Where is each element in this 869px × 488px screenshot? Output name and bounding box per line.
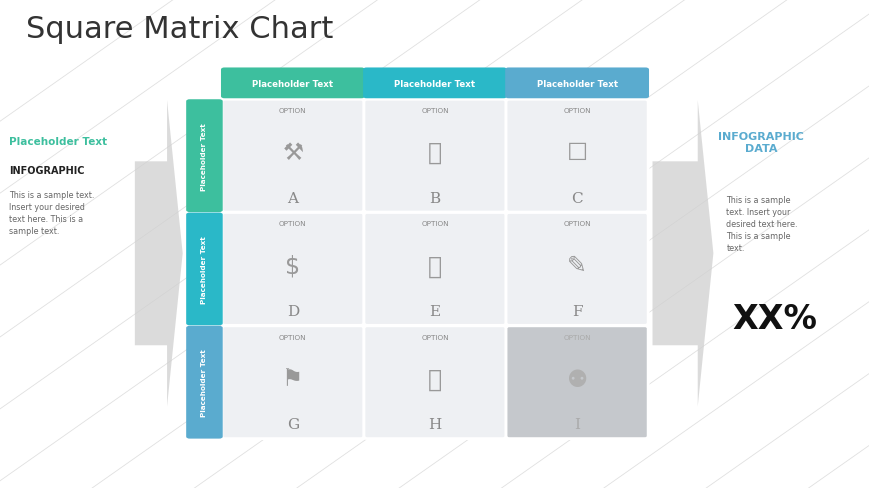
Text: D: D <box>287 305 299 318</box>
FancyBboxPatch shape <box>186 213 222 325</box>
Text: This is a sample text.
Insert your desired
text here. This is a
sample text.: This is a sample text. Insert your desir… <box>9 190 94 236</box>
Polygon shape <box>135 101 182 407</box>
Text: OPTION: OPTION <box>421 221 448 227</box>
Text: OPTION: OPTION <box>279 334 307 340</box>
FancyBboxPatch shape <box>222 213 363 325</box>
Text: OPTION: OPTION <box>562 221 590 227</box>
Text: This is a sample
text. Insert your
desired text here.
This is a sample
text.: This is a sample text. Insert your desir… <box>726 195 797 253</box>
Text: ⛹: ⛹ <box>428 141 441 164</box>
Text: ☐: ☐ <box>566 141 587 164</box>
FancyBboxPatch shape <box>505 68 648 99</box>
FancyBboxPatch shape <box>363 213 506 325</box>
Text: Placeholder Text: Placeholder Text <box>9 137 107 146</box>
FancyBboxPatch shape <box>506 326 647 439</box>
Text: G: G <box>287 417 299 431</box>
FancyBboxPatch shape <box>222 326 363 439</box>
Text: Placeholder Text: Placeholder Text <box>202 123 207 190</box>
Text: ⚉: ⚉ <box>566 367 587 391</box>
FancyBboxPatch shape <box>186 100 222 213</box>
Text: F: F <box>571 305 581 318</box>
FancyBboxPatch shape <box>506 100 647 213</box>
Text: OPTION: OPTION <box>421 334 448 340</box>
Text: ✎: ✎ <box>567 254 587 278</box>
Text: Placeholder Text: Placeholder Text <box>536 80 617 89</box>
Text: Placeholder Text: Placeholder Text <box>202 349 207 416</box>
Text: OPTION: OPTION <box>421 108 448 114</box>
Text: Placeholder Text: Placeholder Text <box>252 80 333 89</box>
FancyBboxPatch shape <box>362 68 507 99</box>
Text: C: C <box>571 191 582 205</box>
Text: $: $ <box>285 254 300 278</box>
Text: ⚑: ⚑ <box>282 367 303 391</box>
Text: Placeholder Text: Placeholder Text <box>394 80 475 89</box>
Text: INFOGRAPHIC: INFOGRAPHIC <box>9 166 84 176</box>
Text: XX%: XX% <box>731 303 816 335</box>
Text: E: E <box>429 305 440 318</box>
FancyBboxPatch shape <box>363 326 506 439</box>
FancyBboxPatch shape <box>363 100 506 213</box>
Text: OPTION: OPTION <box>279 108 307 114</box>
Text: INFOGRAPHIC
DATA: INFOGRAPHIC DATA <box>718 132 803 154</box>
Text: I: I <box>574 417 580 431</box>
Text: OPTION: OPTION <box>562 108 590 114</box>
Polygon shape <box>652 101 713 407</box>
Text: A: A <box>287 191 298 205</box>
FancyBboxPatch shape <box>222 100 363 213</box>
Text: OPTION: OPTION <box>562 334 590 340</box>
Text: OPTION: OPTION <box>279 221 307 227</box>
Text: ⌕: ⌕ <box>428 367 441 391</box>
FancyBboxPatch shape <box>221 68 364 99</box>
Text: B: B <box>429 191 440 205</box>
Text: H: H <box>428 417 441 431</box>
FancyBboxPatch shape <box>506 213 647 325</box>
Text: Placeholder Text: Placeholder Text <box>202 236 207 304</box>
Text: ⚒: ⚒ <box>282 141 303 164</box>
Text: Square Matrix Chart: Square Matrix Chart <box>26 15 333 43</box>
Text: ⏰: ⏰ <box>428 254 441 278</box>
FancyBboxPatch shape <box>186 326 222 439</box>
